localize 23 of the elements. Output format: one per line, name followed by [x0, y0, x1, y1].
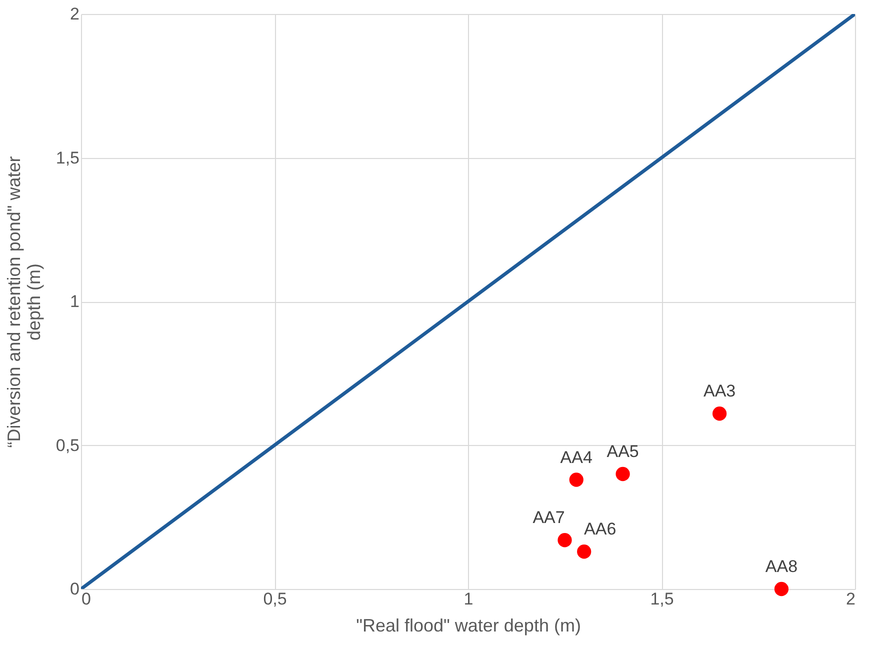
annotation: AA7 [532, 508, 565, 528]
point [569, 472, 584, 487]
y-tick-label: 0,5 [56, 436, 80, 455]
point [712, 406, 727, 421]
x-tick-label: 1,5 [650, 590, 674, 608]
point [616, 466, 630, 482]
x-axis-title: "Real flood" water depth (m) [356, 616, 581, 636]
point [558, 533, 572, 548]
y-tick-label: 1,5 [56, 148, 80, 168]
point [774, 582, 789, 596]
x-tick-label: 2 [846, 590, 856, 608]
y-tick-label: 2 [70, 4, 80, 24]
point [577, 544, 592, 559]
y-axis-title: “Diversion and retention pond" water depth (m) [4, 156, 44, 448]
x-tick-label: 1 [464, 590, 474, 608]
annotation: AA5 [606, 442, 639, 461]
y-tick-label: 1 [70, 292, 80, 311]
annotation: AA4 [560, 448, 592, 467]
annotation: AA3 [703, 382, 736, 401]
x-tick-label: 0,5 [263, 590, 287, 608]
annotation: AA6 [584, 520, 616, 539]
annotation: AA8 [765, 557, 798, 576]
x-tick-label: 0 [82, 590, 91, 608]
